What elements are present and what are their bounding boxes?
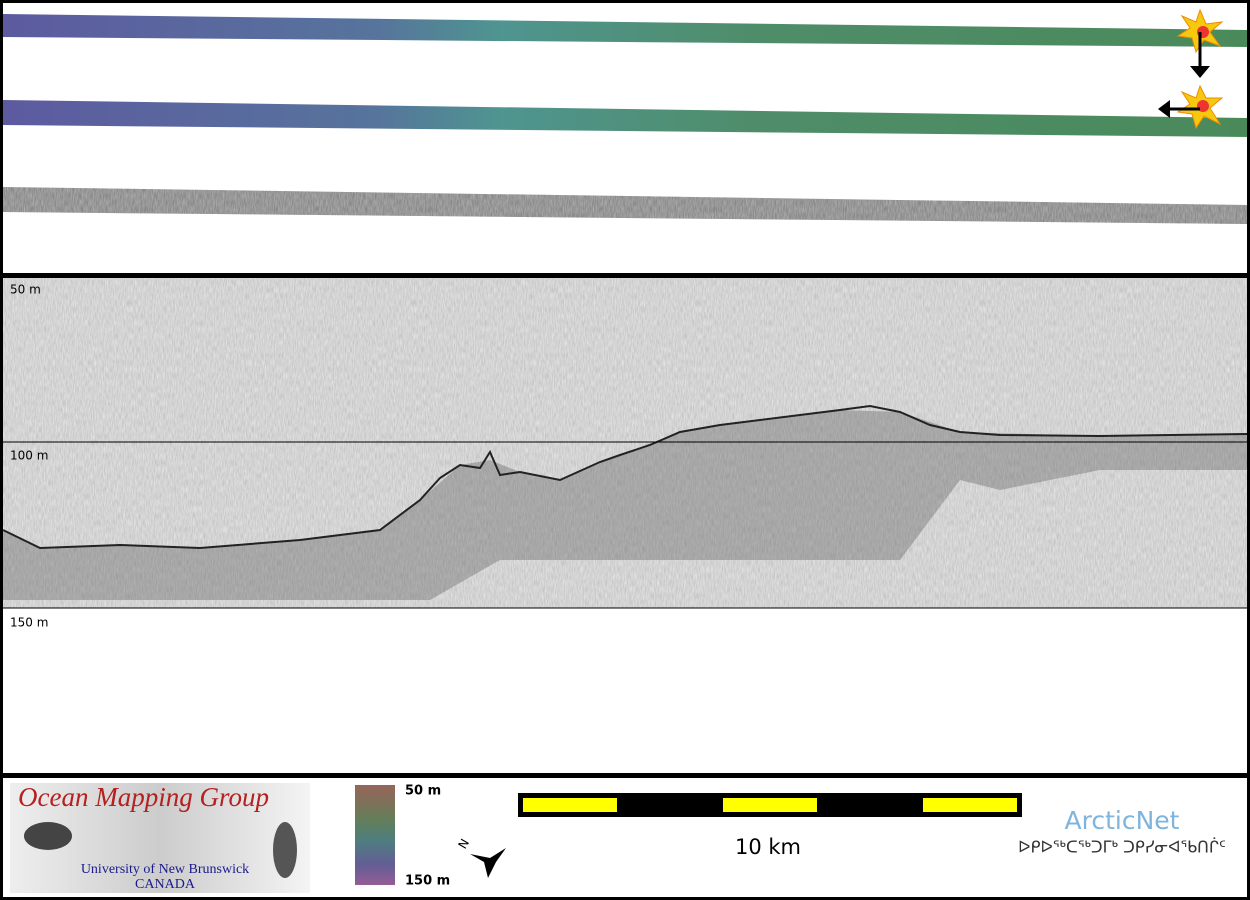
position-markers (1158, 8, 1224, 130)
logo-country: CANADA (135, 877, 196, 892)
partner-syllabics: ᐅᑭᐅᖅᑕᖅᑐᒥᒃ ᑐᑭᓯᓂᐊᖃᑎᒌᑦ (1018, 838, 1226, 857)
subbottom-return (3, 410, 1247, 600)
scale-segment (723, 798, 817, 812)
seafloor-trace (2, 404, 1248, 550)
colorbar-label: 150 m (405, 874, 450, 889)
depth-label: 100 m (10, 449, 48, 463)
echogram-noise (3, 278, 1247, 608)
backscatter-texture (3, 187, 1247, 224)
depth-label: 50 m (10, 283, 41, 297)
shaded-swath (3, 100, 1247, 137)
logo-graphic (273, 822, 297, 878)
north-arrow (470, 848, 506, 878)
depth-label: 150 m (10, 616, 48, 630)
partner-name: ArcticNet (1065, 806, 1180, 835)
scale-segment (523, 798, 617, 812)
scale-label: 10 km (735, 835, 801, 859)
logo-university: University of New Brunswick (81, 862, 249, 877)
colorbar (355, 785, 395, 885)
colorbar-shade (355, 785, 395, 885)
colorbar-label: 50 m (405, 784, 441, 799)
bathymetry-swath (3, 14, 1247, 47)
plan-panel (3, 3, 1247, 273)
logo-title: Ocean Mapping Group (18, 782, 269, 812)
scale-segment (923, 798, 1017, 812)
logo-graphic (24, 822, 72, 850)
